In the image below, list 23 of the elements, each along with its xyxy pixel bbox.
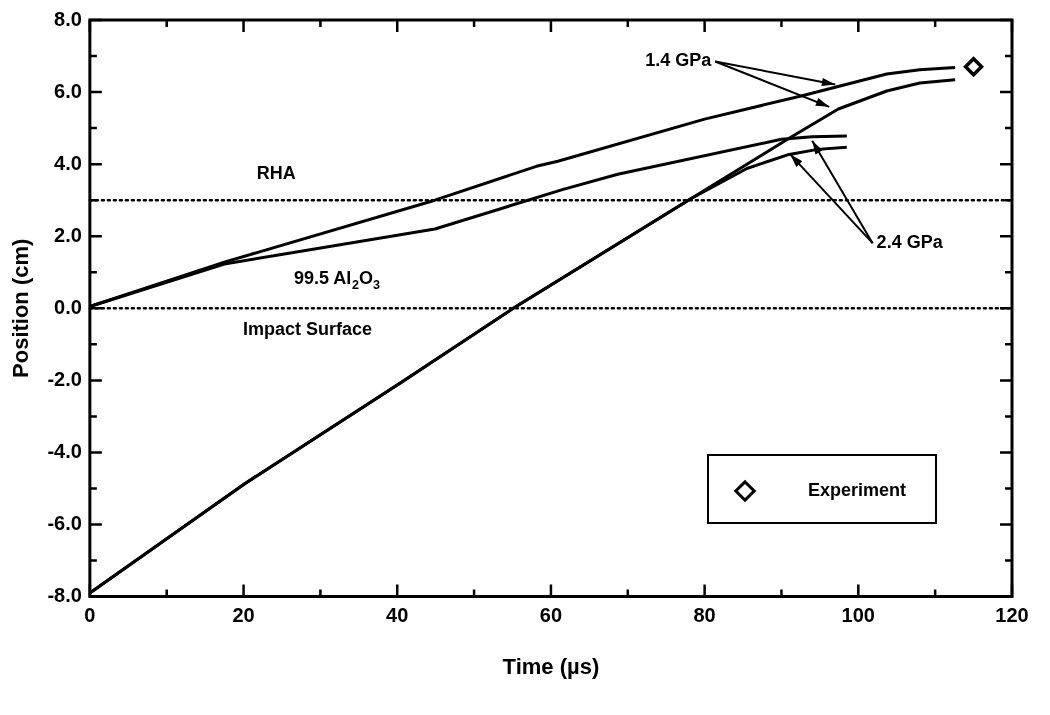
annotation: 1.4 GPa [645,50,713,71]
y-tick-label: -4.0 [47,439,82,462]
y-tick-label: 2.0 [54,223,82,246]
y-axis-title: Position (cm) [8,238,34,378]
annotation: RHA [256,163,296,184]
x-tick-label: 40 [386,604,409,627]
x-tick-label: 60 [539,604,563,627]
y-tick-label: -6.0 [47,512,82,535]
text: Experiment [808,480,907,502]
y-tick-label: -2.0 [47,367,82,390]
annotation: 2.4 GPa [876,232,944,253]
x-tick-label: 100 [841,604,875,627]
y-tick-label: -8.0 [47,584,82,607]
x-tick-label: 80 [693,604,716,627]
y-tick-label: 4.0 [54,151,82,174]
y-tick-label: 8.0 [54,7,82,30]
annotation: Impact Surface [242,318,373,339]
y-tick-label: 0.0 [54,295,82,318]
x-tick-label: 20 [232,604,255,627]
x-tick-label: 120 [995,604,1029,627]
x-axis-title: Time (µs) [502,653,600,679]
x-tick-label: 0 [84,604,96,627]
y-tick-label: 6.0 [54,79,82,102]
